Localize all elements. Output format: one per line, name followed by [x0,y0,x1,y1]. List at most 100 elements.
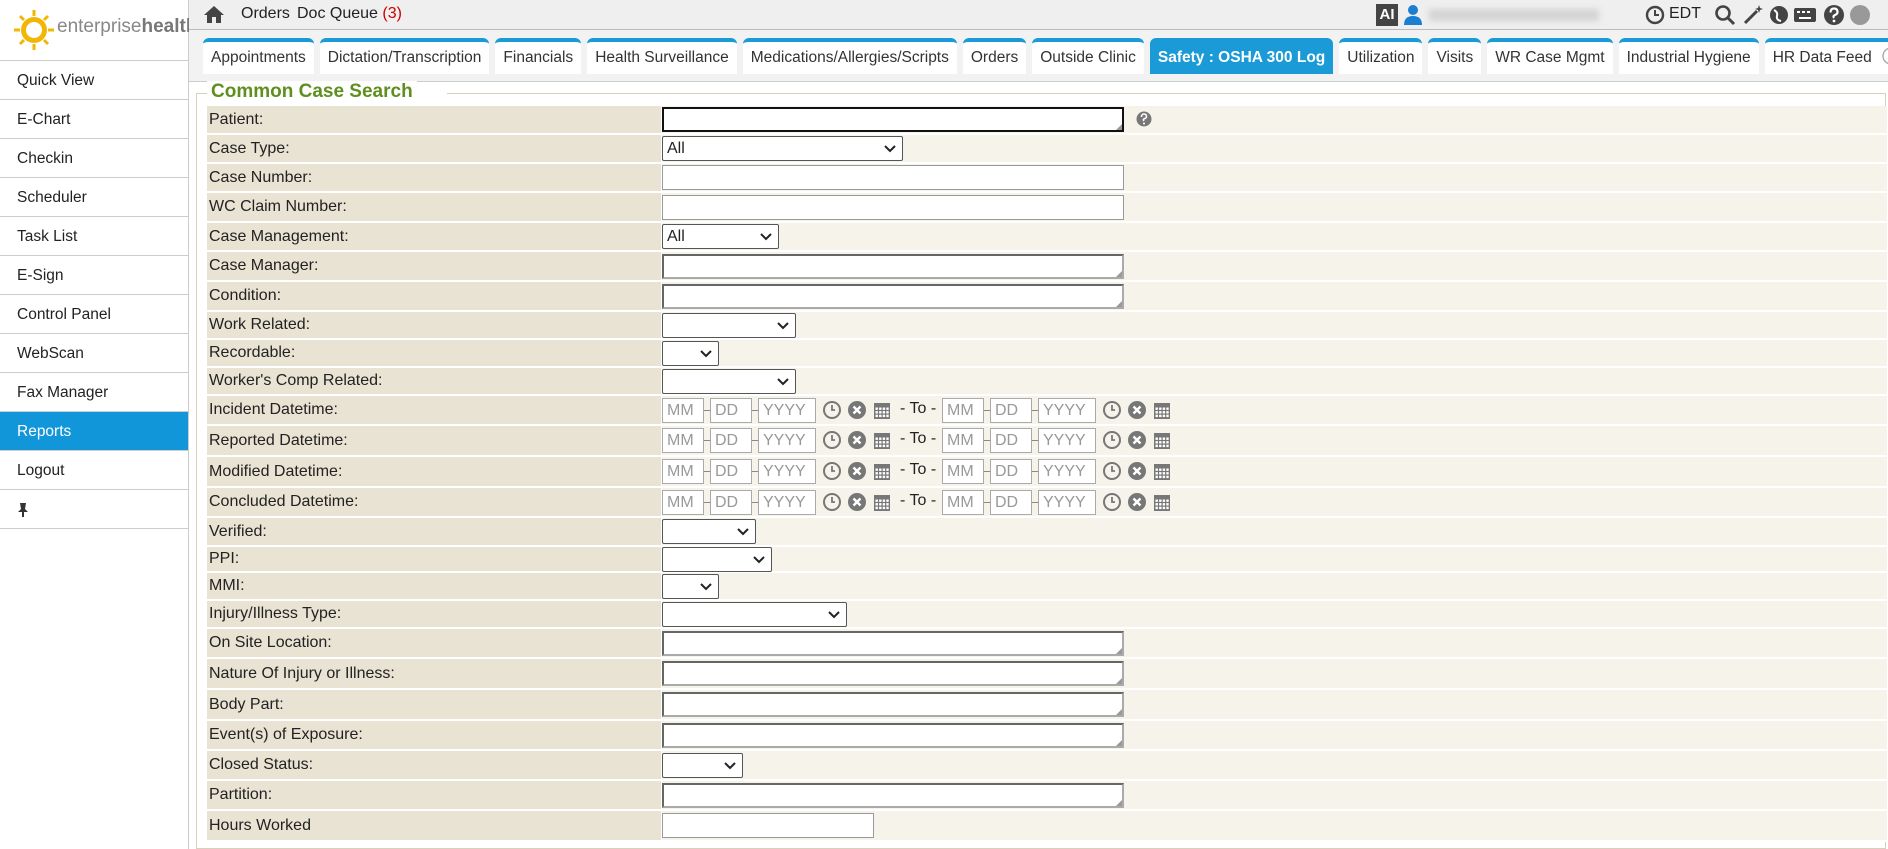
keyboard-icon[interactable] [1793,6,1817,24]
clock-icon[interactable] [822,400,842,420]
calendar-icon[interactable] [1152,492,1172,512]
tab[interactable]: Visits [1428,38,1482,74]
date-day[interactable]: DD [710,490,752,515]
globe-icon[interactable] [1768,4,1790,26]
clear-icon[interactable] [847,492,867,512]
calendar-icon[interactable] [1152,461,1172,481]
calendar-icon[interactable] [872,461,892,481]
search-icon[interactable] [1714,4,1736,26]
date-month[interactable]: MM [662,428,704,453]
user-icon[interactable] [1403,4,1423,26]
clear-icon[interactable] [847,400,867,420]
date-month[interactable]: MM [942,428,984,453]
date-day[interactable]: DD [710,428,752,453]
date-year[interactable]: YYYY [758,459,816,484]
select[interactable] [662,369,796,394]
nav-item[interactable]: Logout [0,451,188,490]
select[interactable] [662,519,756,544]
calendar-icon[interactable] [1152,400,1172,420]
tab[interactable]: Health Surveillance [587,38,737,74]
clear-icon[interactable] [1127,400,1147,420]
clear-icon[interactable] [847,461,867,481]
date-year[interactable]: YYYY [1038,459,1096,484]
tab[interactable]: HR Data Feed [1764,38,1888,74]
clock-icon[interactable] [1102,430,1122,450]
calendar-icon[interactable] [872,400,892,420]
textarea-input[interactable] [662,284,1124,309]
select[interactable] [662,341,719,366]
clock-icon[interactable] [822,492,842,512]
tab[interactable]: Orders [962,38,1027,74]
select[interactable] [662,753,743,778]
nav-item[interactable]: E-Chart [0,100,188,139]
clock-icon[interactable] [822,430,842,450]
date-month[interactable]: MM [942,398,984,423]
calendar-icon[interactable] [872,430,892,450]
nav-item[interactable]: Task List [0,217,188,256]
tab[interactable]: Appointments [203,38,314,74]
doc-queue-link[interactable]: Doc Queue (3) [297,5,402,23]
date-day[interactable]: DD [990,459,1032,484]
nav-item[interactable]: Fax Manager [0,373,188,412]
nav-item[interactable]: Control Panel [0,295,188,334]
nav-item[interactable]: Checkin [0,139,188,178]
textarea-input[interactable] [662,254,1124,279]
date-month[interactable]: MM [662,398,704,423]
nav-item[interactable]: WebScan [0,334,188,373]
date-month[interactable]: MM [942,459,984,484]
text-input[interactable] [662,195,1124,220]
tab[interactable]: Safety : OSHA 300 Log [1149,38,1334,74]
calendar-icon[interactable] [872,492,892,512]
clock-icon[interactable] [1102,400,1122,420]
date-year[interactable]: YYYY [1038,428,1096,453]
home-icon[interactable] [203,5,225,24]
textarea-input[interactable] [662,723,1124,748]
date-year[interactable]: YYYY [1038,490,1096,515]
tab[interactable]: Utilization [1339,38,1423,74]
select[interactable] [662,602,847,627]
nav-item[interactable] [0,490,188,529]
calendar-icon[interactable] [1152,430,1172,450]
date-day[interactable]: DD [710,398,752,423]
tab[interactable]: Financials [495,38,582,74]
textarea-input[interactable] [662,692,1124,717]
text-input[interactable] [662,813,874,838]
tab[interactable]: Outside Clinic [1032,38,1144,74]
nav-item[interactable]: Reports [0,412,188,451]
date-year[interactable]: YYYY [758,490,816,515]
date-year[interactable]: YYYY [758,428,816,453]
date-year[interactable]: YYYY [1038,398,1096,423]
textarea-input[interactable] [662,107,1124,132]
date-day[interactable]: DD [990,490,1032,515]
select[interactable]: All [662,224,779,249]
tab[interactable]: WR Case Mgmt [1487,38,1613,74]
textarea-input[interactable] [662,783,1124,808]
clock-icon[interactable] [1102,461,1122,481]
date-year[interactable]: YYYY [758,398,816,423]
help-icon[interactable] [1136,111,1152,127]
clear-icon[interactable] [1127,430,1147,450]
textarea-input[interactable] [662,661,1124,686]
tab[interactable]: Dictation/Transcription [319,38,490,74]
select[interactable]: All [662,136,903,161]
status-icon[interactable] [1849,4,1871,26]
date-month[interactable]: MM [942,490,984,515]
tab[interactable]: Industrial Hygiene [1618,38,1759,74]
orders-link[interactable]: Orders [241,5,290,22]
select[interactable] [662,547,772,572]
nav-item[interactable]: E-Sign [0,256,188,295]
date-day[interactable]: DD [990,398,1032,423]
date-month[interactable]: MM [662,490,704,515]
clock-icon[interactable] [1102,492,1122,512]
text-input[interactable] [662,165,1124,190]
date-month[interactable]: MM [662,459,704,484]
help-icon[interactable] [1823,4,1845,26]
clock-icon[interactable] [822,461,842,481]
clear-icon[interactable] [847,430,867,450]
select[interactable] [662,313,796,338]
ai-badge[interactable]: AI [1376,4,1398,26]
nav-item[interactable]: Scheduler [0,178,188,217]
date-day[interactable]: DD [990,428,1032,453]
tab[interactable]: Medications/Allergies/Scripts [742,38,957,74]
textarea-input[interactable] [662,631,1124,656]
